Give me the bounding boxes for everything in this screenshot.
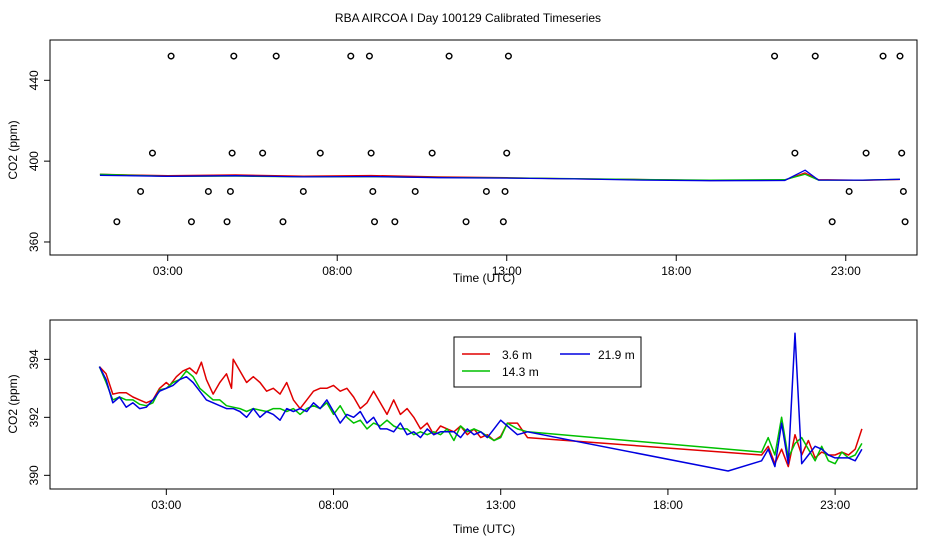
panel-top-series: [99, 169, 901, 182]
data-point-9: [230, 52, 238, 60]
data-point-40: [901, 218, 909, 226]
series-line-top-2: [99, 169, 901, 182]
data-point-1: [137, 187, 145, 195]
data-point-19: [371, 218, 379, 226]
data-point-0: [113, 218, 121, 226]
data-point-3: [167, 52, 175, 60]
data-point-31: [791, 149, 799, 157]
panel-top-points: [113, 52, 909, 226]
x-tick-label-bottom-2: 13:00: [486, 498, 516, 512]
data-point-13: [299, 187, 307, 195]
panel-bottom: 03:00 08:00 13:00 18:00 23:00 390 392 394 Time …: [6, 319, 918, 536]
chart-title: RBA AIRCOA I Day 100129 Calibrated Times…: [335, 11, 601, 25]
panel-bottom-xlabel: Time (UTC): [453, 522, 515, 536]
data-point-7: [226, 187, 234, 195]
x-tick-label-top-3: 18:00: [661, 264, 691, 278]
series-line-bottom-1: [98, 366, 863, 465]
data-point-23: [445, 52, 453, 60]
data-point-2: [148, 149, 156, 157]
data-point-5: [204, 187, 212, 195]
data-point-17: [367, 149, 375, 157]
data-point-29: [504, 52, 512, 60]
data-point-11: [272, 52, 280, 60]
data-point-27: [501, 187, 509, 195]
x-tick-label-bottom-3: 18:00: [653, 498, 683, 512]
y-tick-label-bottom-1: 392: [27, 407, 41, 427]
legend: 3.6 m 21.9 m 14.3 m: [453, 336, 642, 388]
data-point-34: [845, 187, 853, 195]
y-tick-label-top-1: 400: [27, 151, 41, 171]
x-tick-label-top-2: 13:00: [492, 264, 522, 278]
panel-top-axes: 03:00 08:00 13:00 18:00 23:00 360 400 440: [27, 70, 861, 278]
data-point-28: [503, 149, 511, 157]
y-tick-label-bottom-2: 394: [27, 349, 41, 369]
legend-label-3-6m: 3.6 m: [502, 348, 532, 362]
data-point-32: [811, 52, 819, 60]
x-tick-label-top-4: 23:00: [831, 264, 861, 278]
data-point-30: [771, 52, 779, 60]
data-point-14: [316, 149, 324, 157]
data-point-26: [499, 218, 507, 226]
data-point-8: [228, 149, 236, 157]
legend-box: [453, 336, 642, 388]
y-tick-label-top-0: 360: [27, 232, 41, 252]
data-point-15: [347, 52, 355, 60]
data-point-39: [899, 187, 907, 195]
panel-bottom-ylabel: CO2 (ppm): [6, 374, 20, 433]
data-point-10: [259, 149, 267, 157]
x-tick-label-bottom-0: 03:00: [151, 498, 181, 512]
data-point-38: [898, 149, 906, 157]
panel-bottom-frame: [49, 319, 918, 490]
data-point-25: [482, 187, 490, 195]
data-point-21: [411, 187, 419, 195]
data-point-22: [428, 149, 436, 157]
legend-label-14-3m: 14.3 m: [502, 365, 539, 379]
data-point-33: [828, 218, 836, 226]
data-point-12: [279, 218, 287, 226]
data-point-16: [365, 52, 373, 60]
data-point-20: [391, 218, 399, 226]
data-point-35: [862, 149, 870, 157]
legend-label-21-9m: 21.9 m: [598, 348, 635, 362]
series-line-bottom-2: [98, 332, 863, 472]
panel-top-ylabel: CO2 (ppm): [6, 120, 20, 179]
panel-top-xlabel: Time (UTC): [453, 271, 515, 285]
x-tick-label-top-1: 08:00: [322, 264, 352, 278]
y-tick-label-bottom-0: 390: [27, 465, 41, 485]
panel-bottom-series: [98, 332, 863, 472]
series-line-bottom-0: [98, 358, 863, 468]
data-point-4: [187, 218, 195, 226]
data-point-24: [462, 218, 470, 226]
data-point-37: [896, 52, 904, 60]
data-point-6: [223, 218, 231, 226]
y-tick-label-top-2: 440: [27, 70, 41, 90]
x-tick-label-bottom-4: 23:00: [820, 498, 850, 512]
data-point-36: [879, 52, 887, 60]
panel-bottom-axes: 03:00 08:00 13:00 18:00 23:00 390 392 394: [27, 349, 850, 512]
data-point-18: [369, 187, 377, 195]
x-tick-label-bottom-1: 08:00: [319, 498, 349, 512]
panel-top: 03:00 08:00 13:00 18:00 23:00 360 400 440 Time …: [6, 39, 918, 285]
x-tick-label-top-0: 03:00: [153, 264, 183, 278]
panel-top-frame: [49, 39, 918, 256]
